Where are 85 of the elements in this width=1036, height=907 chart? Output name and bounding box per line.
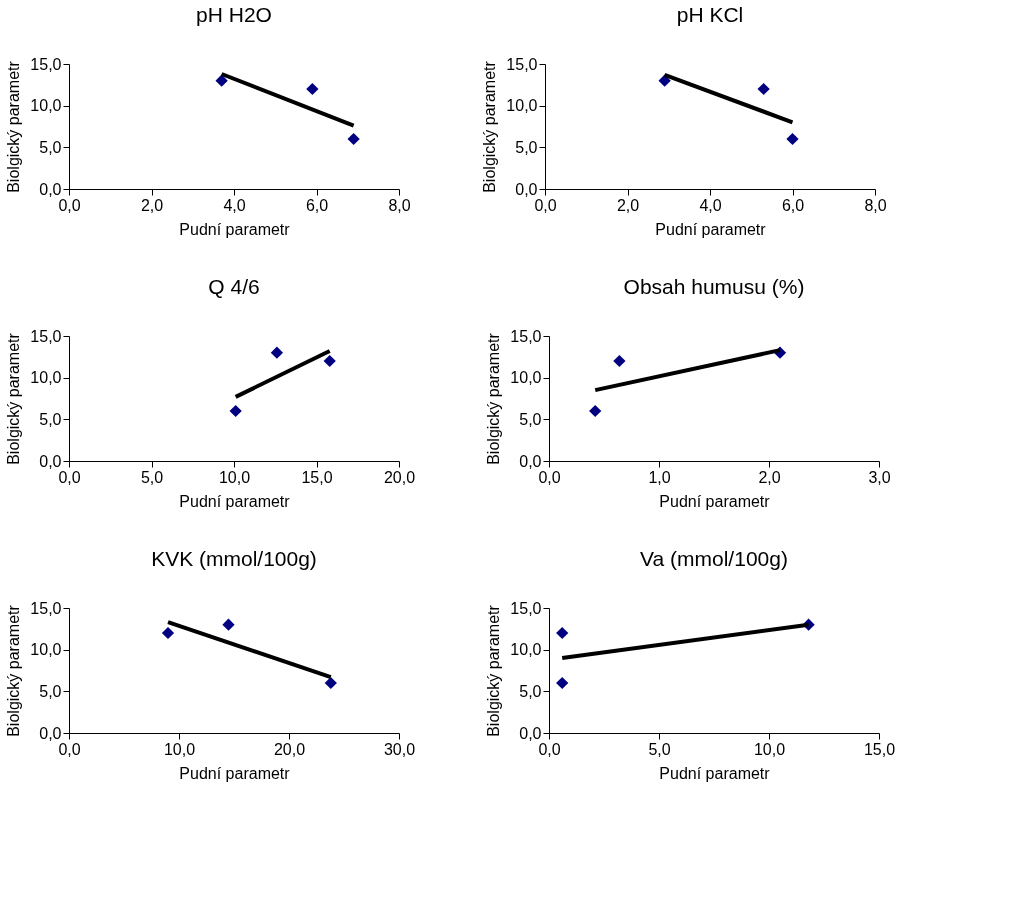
point <box>222 618 235 631</box>
x-tick-label: 6,0 <box>305 196 329 214</box>
chart-title: Va (mmol/100g) <box>640 547 788 570</box>
x-tick-label: 4,0 <box>699 196 722 214</box>
x-tick-label: 10,0 <box>753 740 786 758</box>
x-tick-label: 20,0 <box>383 468 416 486</box>
point <box>306 82 319 96</box>
x-axis-title: Pudní parametr <box>659 492 771 510</box>
y-tick-label: 5,0 <box>39 138 62 156</box>
y-tick-label: 0,0 <box>515 180 538 198</box>
x-tick-label: 2,0 <box>140 196 164 214</box>
x-axis-title: Pudní parametr <box>659 764 771 782</box>
y-tick-label: 15,0 <box>30 55 62 73</box>
point <box>323 354 336 368</box>
y-tick-label: 5,0 <box>515 138 538 156</box>
y-tick-label: 0,0 <box>39 724 62 742</box>
point <box>161 626 175 640</box>
y-tick-label: 10,0 <box>510 641 542 659</box>
chart-title: pH H2O <box>196 3 272 26</box>
x-tick-label: 3,0 <box>868 468 891 486</box>
x-tick-label: 0,0 <box>538 468 561 486</box>
x-tick-label: 2,0 <box>616 196 640 214</box>
y-tick-label: 15,0 <box>506 55 538 73</box>
y-tick-label: 0,0 <box>39 452 62 470</box>
y-axis-title: Biolgický parametr <box>5 60 23 193</box>
y-tick-label: 15,0 <box>30 327 62 345</box>
point <box>556 676 569 690</box>
x-tick-label: 0,0 <box>534 196 557 214</box>
y-tick-label: 0,0 <box>519 724 542 742</box>
point <box>589 404 602 418</box>
y-tick-label: 10,0 <box>30 369 62 387</box>
x-tick-label: 0,0 <box>58 740 81 758</box>
y-axis-title: Biolgický parametr <box>5 332 23 465</box>
chart-title: pH KCl <box>676 3 744 26</box>
x-tick-label: 20,0 <box>273 740 306 758</box>
point <box>324 676 337 690</box>
x-tick-label: 6,0 <box>781 196 805 214</box>
y-axis-title: Biolgický parametr <box>481 60 499 193</box>
x-tick-label: 0,0 <box>58 196 81 214</box>
x-tick-label: 30,0 <box>383 740 416 758</box>
y-tick-label: 5,0 <box>39 682 62 700</box>
y-tick-label: 5,0 <box>39 410 62 428</box>
y-axis-title: Biolgický parametr <box>485 332 503 465</box>
point <box>757 82 770 96</box>
x-tick-label: 2,0 <box>758 468 781 486</box>
point <box>215 74 228 87</box>
x-tick-label: 0,0 <box>538 740 561 758</box>
x-tick-label: 5,0 <box>648 740 671 758</box>
y-tick-label: 15,0 <box>510 327 542 345</box>
x-tick-label: 5,0 <box>140 468 164 486</box>
y-tick-label: 10,0 <box>506 97 538 115</box>
point <box>229 404 242 418</box>
y-tick-label: 15,0 <box>510 599 542 617</box>
chart-title: Obsah humusu (%) <box>623 275 805 298</box>
x-axis-title: Pudní parametr <box>179 764 291 782</box>
x-tick-label: 0,0 <box>58 468 81 486</box>
y-tick-label: 10,0 <box>30 97 62 115</box>
point <box>613 354 626 368</box>
x-axis-title: Pudní parametr <box>179 492 291 510</box>
y-axis-title: Biolgický parametr <box>485 604 503 737</box>
point <box>556 626 569 640</box>
y-axis-title: Biolgický parametr <box>5 604 23 737</box>
y-tick-label: 5,0 <box>519 410 542 428</box>
x-tick-label: 1,0 <box>648 468 671 486</box>
point <box>786 132 799 146</box>
x-tick-label: 4,0 <box>223 196 246 214</box>
chart-title: KVK (mmol/100g) <box>151 547 317 570</box>
x-tick-label: 8,0 <box>864 196 887 214</box>
x-tick-label: 15,0 <box>301 468 333 486</box>
y-tick-label: 15,0 <box>30 599 62 617</box>
x-axis-title: Pudní parametr <box>179 220 291 238</box>
point <box>347 132 360 146</box>
point <box>658 74 671 87</box>
x-tick-label: 10,0 <box>163 740 196 758</box>
x-tick-label: 15,0 <box>863 740 896 758</box>
y-tick-label: 10,0 <box>510 369 542 387</box>
y-tick-label: 0,0 <box>39 180 62 198</box>
chart-title: Q 4/6 <box>208 275 260 298</box>
x-axis-title: Pudní parametr <box>655 220 767 238</box>
y-tick-label: 10,0 <box>30 641 62 659</box>
point <box>270 346 284 359</box>
x-tick-label: 8,0 <box>388 196 411 214</box>
y-tick-label: 0,0 <box>519 452 542 470</box>
x-tick-label: 10,0 <box>218 468 251 486</box>
y-tick-label: 5,0 <box>519 682 542 700</box>
